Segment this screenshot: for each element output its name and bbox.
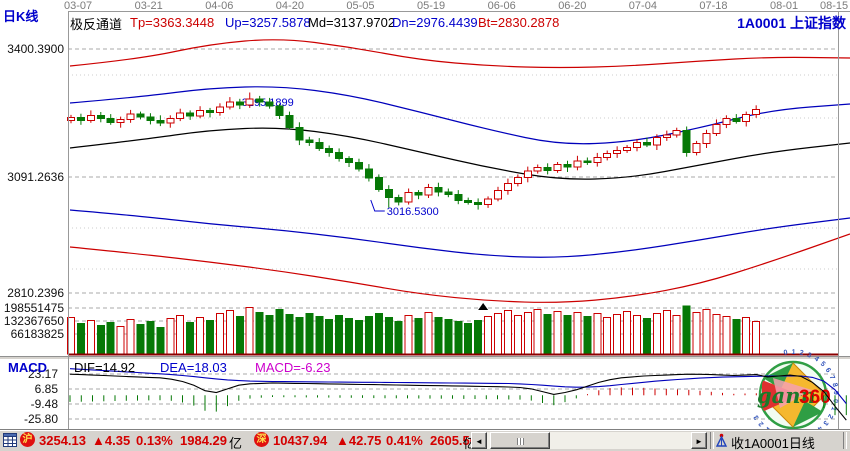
- svg-text:gann: gann: [757, 383, 816, 408]
- svg-text:5: 5: [819, 361, 827, 369]
- svg-text:360: 360: [799, 387, 831, 408]
- macd-dea-value: DEA=18.03: [160, 360, 227, 375]
- date-label: 04-20: [275, 0, 304, 12]
- date-label: 07-18: [699, 0, 728, 12]
- axis-label: 198551475: [3, 301, 64, 315]
- axis-label: 23.17: [27, 367, 58, 381]
- svg-text:3: 3: [806, 352, 812, 360]
- scroll-left-button[interactable]: ◄: [471, 432, 487, 449]
- status-bar: 沪 3254.13 ▲4.35 0.13% 1984.29 亿 深 10437.…: [0, 429, 850, 451]
- date-label: 04-06: [205, 0, 234, 12]
- date-label: 07-04: [628, 0, 657, 12]
- svg-text:2: 2: [826, 413, 834, 420]
- sz-index-value: 10437.94: [273, 433, 328, 448]
- period-mode-label[interactable]: 收1A0001日线: [731, 436, 815, 451]
- scroll-right-button[interactable]: ►: [691, 432, 707, 449]
- date-label: 05-05: [346, 0, 375, 12]
- svg-text:7: 7: [828, 374, 836, 381]
- svg-text:4: 4: [813, 355, 820, 363]
- sh-turnover-unit: 亿: [229, 436, 243, 451]
- date-label: 03-07: [64, 0, 93, 12]
- svg-text:9: 9: [832, 391, 839, 395]
- macd-macd-value: MACD=-6.23: [255, 360, 331, 375]
- pen-marker-icon[interactable]: [715, 433, 728, 448]
- sh-index-value: 3254.13: [39, 433, 86, 448]
- horizontal-scrollbar[interactable]: ◄ ►: [471, 432, 707, 449]
- macd-panel-label: MACD: [8, 360, 47, 375]
- table-grid-icon[interactable]: [3, 433, 17, 447]
- svg-text:1: 1: [792, 349, 796, 356]
- symbol-title: 1A0001 上证指数: [737, 13, 846, 33]
- svg-text:1: 1: [764, 425, 771, 430]
- symbol-name: 上证指数: [790, 15, 846, 31]
- sh-change-value: ▲4.35: [92, 433, 131, 448]
- svg-text:8: 8: [830, 382, 838, 388]
- axis-label: -9.48: [30, 397, 58, 411]
- axis-label: -25.80: [23, 412, 58, 426]
- indicator-bt: Bt=2830.2878: [478, 15, 560, 30]
- date-label: 08-15: [820, 0, 849, 12]
- svg-text:3016.5300: 3016.5300: [387, 206, 439, 218]
- axis-label: 3091.2636: [7, 169, 64, 184]
- axis-label: 2810.2396: [7, 286, 64, 300]
- shenzhen-badge-icon: 深: [254, 432, 269, 447]
- sz-turnover: 2605.56: [430, 433, 477, 448]
- indicator-up: Up=3257.5878: [225, 15, 311, 30]
- symbol-code: 1A0001: [737, 15, 787, 31]
- indicator-tp: Tp=3363.3448: [130, 15, 215, 30]
- date-label: 03-21: [134, 0, 163, 12]
- chart-type-label: 日K线: [3, 9, 39, 24]
- svg-text:4: 4: [816, 424, 824, 430]
- indicator-dn: Dn=2976.4439: [392, 15, 478, 30]
- axis-label: 132367650: [3, 314, 64, 328]
- date-label: 08-01: [770, 0, 799, 12]
- sh-change-pct: 0.13%: [136, 433, 173, 448]
- thumb-grip: [517, 438, 524, 445]
- date-label: 06-20: [558, 0, 587, 12]
- sz-change-value: ▲42.75: [336, 433, 382, 448]
- svg-text:3: 3: [753, 414, 761, 421]
- svg-text:1: 1: [829, 406, 837, 412]
- svg-text:2: 2: [758, 420, 766, 428]
- signal-marker: [478, 303, 489, 310]
- indicator-name: 极反通道: [70, 17, 123, 32]
- svg-text:0: 0: [783, 349, 788, 357]
- indicator-md: Md=3137.9702: [308, 15, 396, 30]
- svg-text:3: 3: [821, 419, 829, 427]
- axis-label: 66183825: [10, 327, 64, 341]
- sz-change-pct: 0.41%: [386, 433, 423, 448]
- axis-label: 6.85: [34, 382, 58, 396]
- svg-text:2: 2: [799, 350, 804, 358]
- axis-label: 3400.3900: [7, 42, 64, 56]
- kline-chart[interactable]: 3295.18993016.53000123456789012345678901…: [0, 0, 850, 430]
- statusbar-divider: [710, 432, 714, 449]
- date-label: 06-06: [487, 0, 516, 12]
- statusbar-end-divider: [843, 432, 847, 449]
- shanghai-badge-icon: 沪: [20, 432, 35, 447]
- sh-turnover: 1984.29: [180, 433, 227, 448]
- scrollbar-thumb[interactable]: [490, 432, 550, 449]
- date-label: 05-19: [417, 0, 446, 12]
- macd-dif-value: DIF=14.92: [74, 360, 136, 375]
- svg-text:6: 6: [824, 367, 832, 374]
